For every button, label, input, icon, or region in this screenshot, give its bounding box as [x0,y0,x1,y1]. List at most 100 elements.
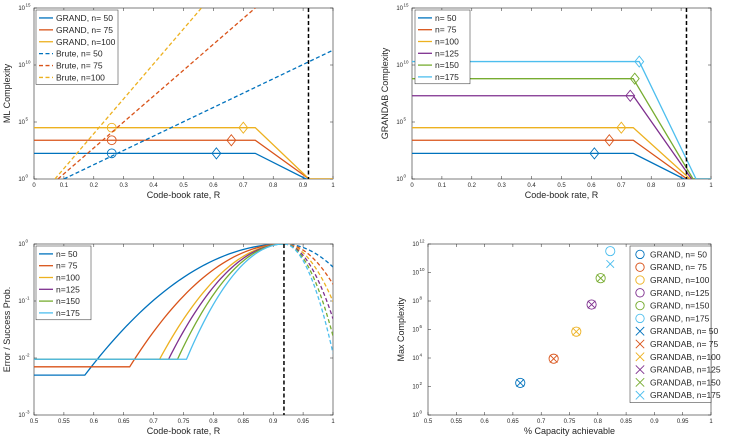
ml-legend-label: GRAND, n=100 [56,37,116,47]
grandab-series-line [412,152,711,179]
error-xtick-label: 0.65 [118,419,130,425]
error-xlabel: Code-book rate, R [147,426,221,436]
ml-series-line [34,127,333,179]
grandab-xtick-label: 0.2 [468,183,477,189]
grandab-plot [412,8,711,179]
maxcomplexity-legend-marker [635,262,645,272]
ml-legend: GRAND, n= 50 GRAND, n= 75 GRAND, n=100 Brut… [35,9,119,85]
error-xtick-label: 0.6 [90,419,99,425]
grandab-legend-label: n=150 [435,60,459,70]
ml-series-marker [106,135,117,146]
ml-plot [34,8,333,179]
grandab-legend-label: n= 50 [435,13,457,23]
grandab-xtick-label: 0.3 [498,183,507,189]
ml-xtick-label: 0.2 [90,183,99,189]
error-ytick-label: 10 [18,299,25,305]
grandab-series-marker [625,89,636,103]
maxcomplexity-legend-marker [635,377,645,387]
maxcomplexity-ytick-exp: 8 [420,296,423,301]
ml-series-line [34,139,333,179]
maxcomplexity-point [595,273,606,284]
maxcomplexity-ytick-exp: 12 [420,239,426,244]
error-legend-label: n=175 [56,308,80,318]
ml-ytick-exp: 0 [26,174,29,179]
grandab-series-line [412,78,711,179]
maxcomplexity-legend-label: GRAND, n=175 [650,313,710,323]
maxcomplexity-legend-label: GRAND, n=125 [650,288,710,298]
maxcomplexity-xtick-label: 1 [709,419,713,425]
ml-ytick-label: 10 [18,120,25,126]
grandab-legend-label: n=125 [435,48,459,58]
maxcomplexity-ytick-exp: 6 [420,324,423,329]
error-legend-box [35,245,92,321]
maxcomplexity-legend-marker [635,300,645,311]
ml-series-marker [106,148,117,159]
error-plot [34,244,333,415]
maxcomplexity-legend-label: GRANDAB, n= 75 [650,339,719,349]
error-series-line [34,244,284,376]
ml-series-line [57,8,256,179]
error-ytick-label: 10 [18,356,25,362]
error-xtick-label: 0.85 [237,419,249,425]
maxcomplexity-legend-marker [635,288,645,298]
grandab-xtick-label: 0.9 [677,183,686,189]
ml-xtick-label: 0.3 [120,183,129,189]
error-ytick-exp: -2 [26,353,30,358]
grandab-ytick-exp: 10 [404,60,410,65]
error-xtick-label: 0.5 [30,419,39,425]
maxcomplexity-point [572,327,581,336]
grandab-ytick-label: 10 [396,6,403,12]
grandab-xtick-label: 1 [709,183,713,189]
error-ytick-exp: -3 [26,410,30,415]
grandab-xtick-label: 0.6 [587,183,596,189]
error-ytick-exp: -1 [26,296,30,301]
ml-xtick-label: 0.6 [209,183,218,189]
ml-series-marker [226,134,237,147]
maxcomplexity-ytick-label: 10 [412,356,419,362]
ml-ytick-exp: 15 [26,3,32,8]
maxcomplexity-xtick-label: 0.6 [480,419,489,425]
maxcomplexity-xlabel: % Capacity achievable [524,426,615,436]
ml-ytick-label: 10 [18,177,25,183]
ml-legend-label: GRAND, n= 50 [56,13,113,23]
maxcomplexity-xtick-label: 0.8 [594,419,603,425]
error-ylabel: Error / Success Prob. [2,287,12,373]
ml-xtick-label: 1 [331,183,335,189]
ml-xtick-label: 0.9 [299,183,308,189]
maxcomplexity-xtick-label: 0.75 [564,419,576,425]
maxcomplexity-ytick-exp: 10 [420,267,426,272]
maxcomplexity-plot [515,246,616,388]
maxcomplexity-legend-label: GRAND, n=100 [650,275,710,285]
ml-ylabel: ML Complexity [2,63,12,123]
ml-legend-label: Brute, n= 50 [56,49,103,59]
grandab-series-marker [616,121,627,134]
grandab-xtick-label: 0.1 [438,183,447,189]
grandab-series-line [412,139,711,179]
error-xtick-label: 0.9 [269,419,278,425]
maxcomplexity-legend-label: GRANDAB, n=175 [650,390,721,400]
error-series-dashed [283,244,333,354]
ml-xtick-label: 0.7 [239,183,248,189]
ml-legend-label: Brute, n= 75 [56,61,103,71]
ml-xtick-label: 0.8 [269,183,278,189]
maxcomplexity-point [586,299,597,310]
maxcomplexity-xtick-label: 0.65 [507,419,519,425]
grandab-xtick-label: 0 [410,183,414,189]
grandab-ytick-exp: 15 [404,3,410,8]
error-xtick-label: 0.8 [209,419,218,425]
error-xtick-label: 1 [331,419,335,425]
maxcomplexity-legend-marker [635,313,645,324]
maxcomplexity-ytick-label: 10 [412,242,419,248]
maxcomplexity-legend-box [629,245,712,403]
grandab-series-marker [634,55,645,68]
grandab-legend-label: n= 75 [435,25,457,35]
error-series-line [34,244,284,368]
maxcomplexity-point [606,259,615,269]
maxcomplexity-legend-marker [635,390,645,400]
error-ytick-label: 10 [18,242,25,248]
grandab-xtick-label: 0.4 [527,183,536,189]
grandab-ytick-label: 10 [396,120,403,126]
error-legend-label: n=125 [56,284,80,294]
grandab-ylabel: GRANDAB Complexity [380,47,390,139]
